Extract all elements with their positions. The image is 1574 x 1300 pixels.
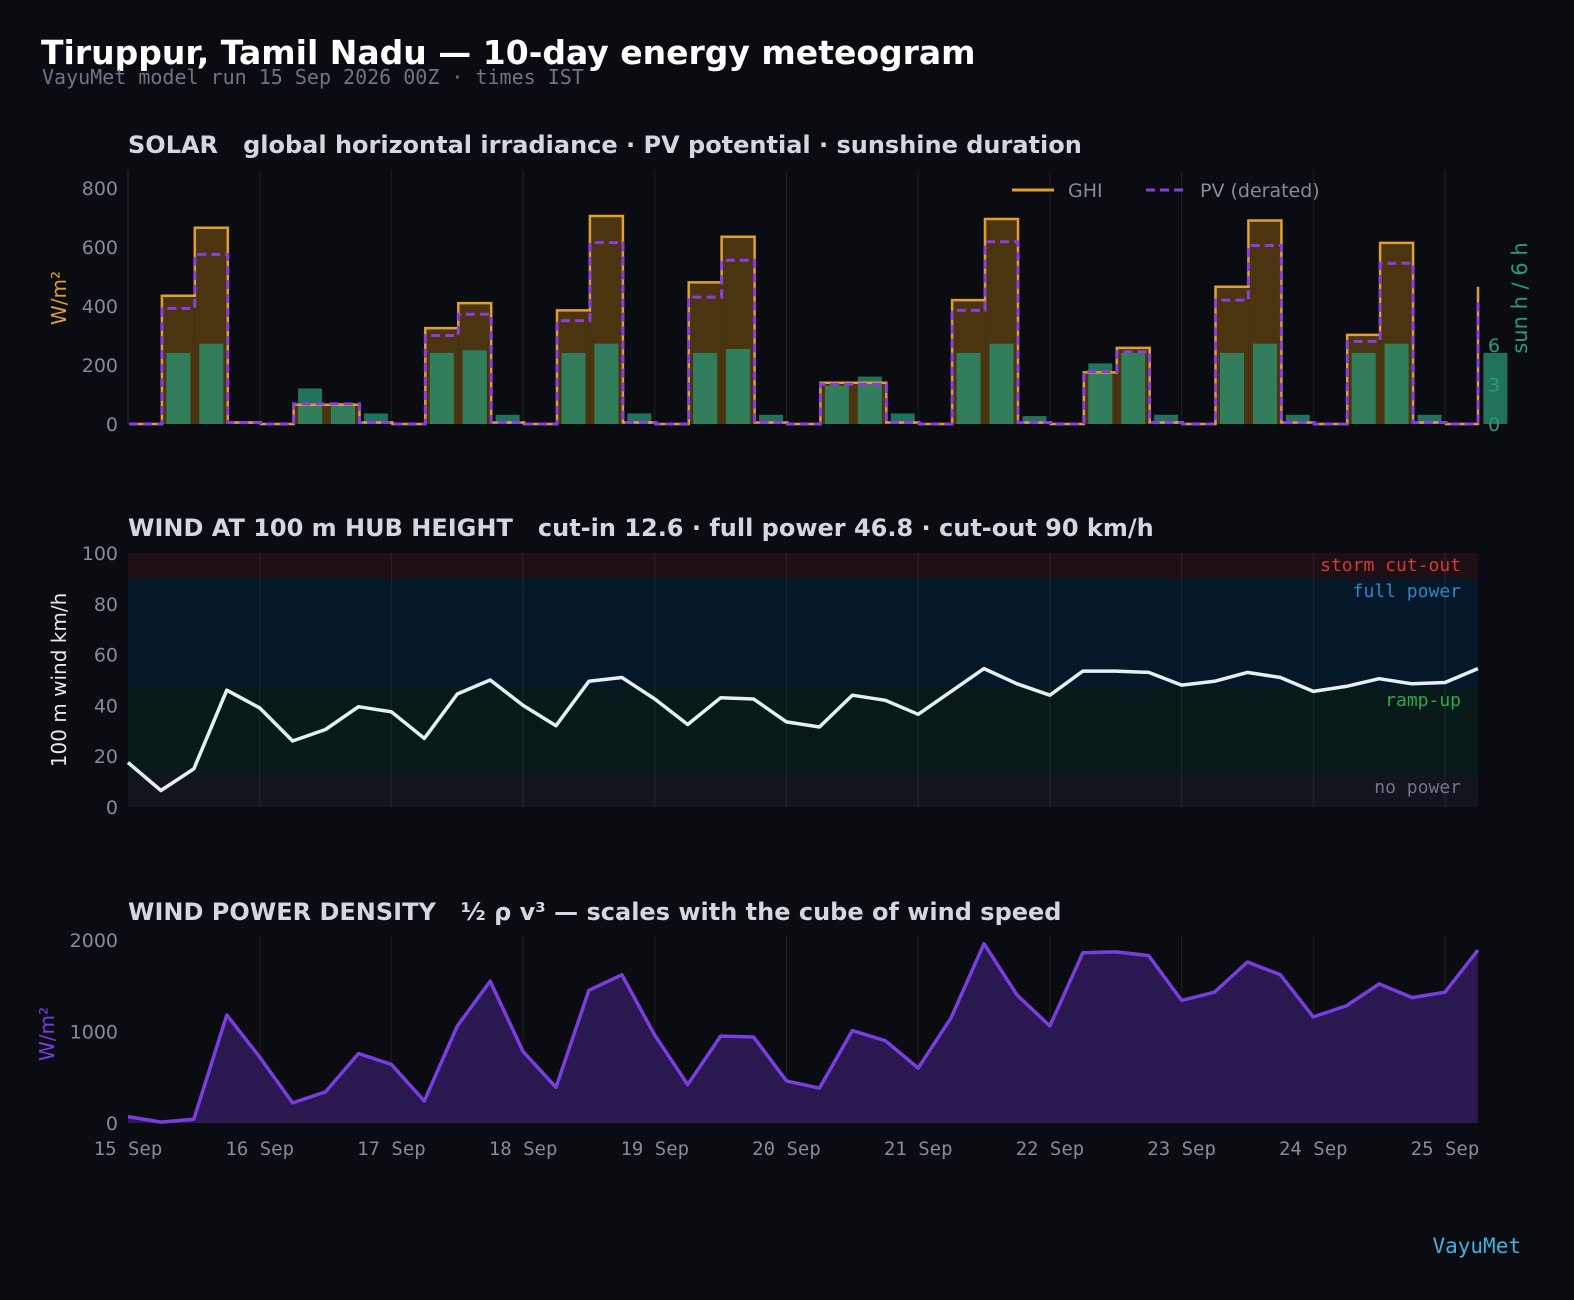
density-y-tick-label: 2000 <box>70 930 118 952</box>
wind-band <box>128 774 1478 807</box>
sunshine-bar <box>462 350 487 424</box>
solar-y-tick-label: 600 <box>82 237 118 259</box>
date-tick-label: 17 Sep <box>357 1138 426 1160</box>
wind-y-tick-label: 80 <box>94 594 118 616</box>
wind-y-tick-label: 60 <box>94 645 118 667</box>
date-tick-label: 15 Sep <box>94 1138 163 1160</box>
date-tick-label: 21 Sep <box>884 1138 953 1160</box>
sunshine-bar <box>956 352 981 424</box>
sunshine-bar <box>693 352 718 424</box>
wind-band-label: ramp-up <box>1385 690 1461 711</box>
wind-y-tick-label: 0 <box>106 797 118 819</box>
wind-band <box>128 553 1478 579</box>
solar-y-tick-label: 200 <box>82 355 118 377</box>
sunshine-bar <box>166 352 191 424</box>
solar-panel-title: SOLAR global horizontal irradiance · PV … <box>128 131 1082 159</box>
sunshine-bar <box>298 388 323 424</box>
solar-y-tick-label: 0 <box>106 414 118 436</box>
sunshine-bar <box>199 343 224 424</box>
sunshine-bar <box>1252 343 1277 424</box>
sunshine-bar <box>363 413 388 424</box>
chart-title: Tiruppur, Tamil Nadu — 10-day energy met… <box>41 33 976 72</box>
density-panel-title: WIND POWER DENSITY ½ ρ v³ — scales with … <box>128 898 1061 926</box>
wind-y-tick-label: 40 <box>94 695 118 717</box>
pv-step-line <box>129 240 1480 426</box>
sunshine-bar <box>890 413 915 424</box>
sunshine-bar <box>1022 416 1047 424</box>
sunshine-bar <box>989 343 1014 424</box>
date-tick-label: 20 Sep <box>752 1138 821 1160</box>
sunshine-bar <box>1483 352 1508 424</box>
sunshine-bar <box>627 413 652 424</box>
solar-y2-tick-label: 6 <box>1488 335 1500 357</box>
density-y-tick-label: 0 <box>106 1113 118 1135</box>
date-tick-label: 18 Sep <box>489 1138 558 1160</box>
sunshine-bar <box>331 402 356 424</box>
sunshine-bar <box>561 352 586 424</box>
legend-ghi-label: GHI <box>1068 180 1103 202</box>
density-y-axis-label: W/m² <box>35 1007 59 1061</box>
solar-y2-axis-label: sun h / 6 h <box>1508 242 1532 353</box>
wind-y-tick-label: 20 <box>94 746 118 768</box>
date-tick-label: 24 Sep <box>1279 1138 1348 1160</box>
date-tick-label: 16 Sep <box>225 1138 294 1160</box>
date-tick-label: 19 Sep <box>620 1138 689 1160</box>
date-tick-label: 25 Sep <box>1411 1138 1480 1160</box>
sunshine-bar <box>1384 343 1409 424</box>
sunshine-bar <box>759 414 784 424</box>
density-line <box>127 941 1480 1124</box>
brand-watermark: VayuMet <box>1432 1234 1521 1258</box>
date-tick-label: 23 Sep <box>1147 1138 1216 1160</box>
wind-band-label: full power <box>1353 581 1462 602</box>
density-panel: 0 1000 2000 W/m² 15 Sep 16 Sep 17 Sep 18 Sep 19 … <box>35 930 1479 1160</box>
sunshine-bar <box>726 348 751 424</box>
wind-y-axis-label: 100 m wind km/h <box>47 593 71 768</box>
wind-band <box>128 578 1478 689</box>
wind-band <box>128 688 1478 775</box>
chart-subtitle: VayuMet model run 15 Sep 2026 00Z · time… <box>42 65 584 89</box>
solar-y-tick-label: 400 <box>82 296 118 318</box>
solar-y-axis-label: W/m² <box>47 271 71 325</box>
date-tick-label: 22 Sep <box>1016 1138 1085 1160</box>
density-y-tick-label: 1000 <box>70 1022 118 1044</box>
sunshine-bar <box>1154 414 1179 424</box>
sunshine-bar <box>1351 352 1376 424</box>
wind-y-tick-label: 100 <box>82 543 118 565</box>
density-area <box>128 943 1478 1123</box>
sunshine-bar <box>1417 414 1442 424</box>
sunshine-bar <box>1285 414 1310 424</box>
sunshine-bar <box>495 414 520 424</box>
wind-panel: no power ramp-up full power storm cut-out 0 2… <box>47 543 1479 819</box>
wind-speed-line <box>126 666 1479 793</box>
sunshine-bar <box>594 343 619 424</box>
solar-y-tick-label: 800 <box>82 178 118 200</box>
wind-band-label: no power <box>1374 777 1461 798</box>
sunshine-bar <box>429 352 454 424</box>
sunshine-bar <box>824 385 849 424</box>
wind-panel-title: WIND AT 100 m HUB HEIGHT cut-in 12.6 · f… <box>128 514 1154 542</box>
sunshine-bar <box>1219 352 1244 424</box>
wind-band-label: storm cut-out <box>1320 555 1461 576</box>
sunshine-bar <box>1121 352 1146 424</box>
legend-pv-label: PV (derated) <box>1200 180 1320 202</box>
